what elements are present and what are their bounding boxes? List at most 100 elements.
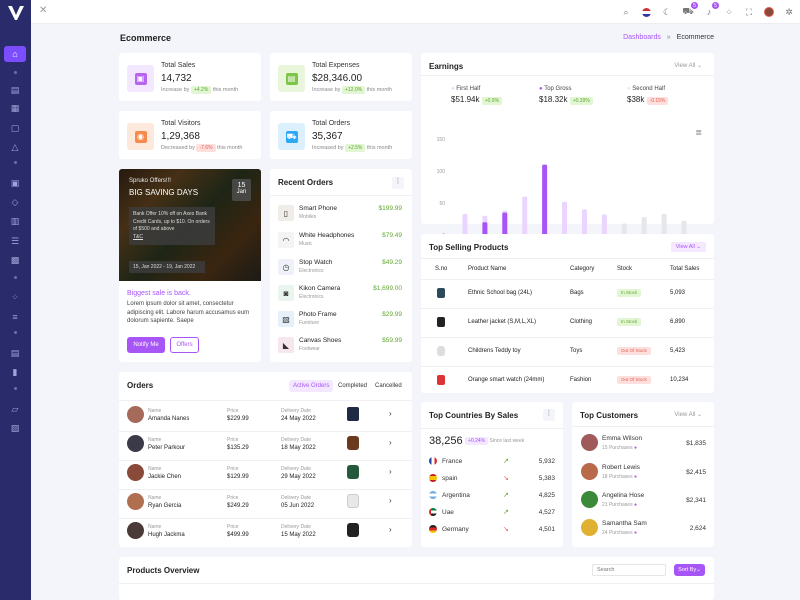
chevron-right-icon[interactable]: › bbox=[389, 438, 392, 447]
offers-button[interactable]: Offers bbox=[170, 337, 199, 353]
stat-sub-suffix: this month bbox=[366, 145, 393, 151]
customer-amount: 2,624 bbox=[689, 525, 706, 532]
col-product-name: Product Name bbox=[468, 266, 507, 272]
breadcrumb-dashboards[interactable]: Dashboards bbox=[623, 34, 661, 41]
sidebar-alert-icon[interactable]: △ bbox=[11, 141, 19, 152]
apps-grid-icon[interactable]: ⁘ bbox=[725, 6, 733, 17]
stat-sub-suffix: this month bbox=[217, 145, 243, 151]
sidebar-file-icon[interactable]: ▤ bbox=[10, 84, 20, 95]
country-row: Argentina ↗ 4,825 bbox=[421, 491, 563, 508]
brand-logo[interactable] bbox=[8, 6, 24, 20]
order-row[interactable]: Name Amanda Nanes Price $229.99 Delivery… bbox=[127, 402, 405, 431]
bag-icon bbox=[437, 288, 445, 298]
customer-row[interactable]: Angelina Hose 21 Purchases ● $2,341 bbox=[572, 489, 714, 515]
customer-row[interactable]: Emma Wilson 15 Purchases ● $1,835 bbox=[572, 432, 714, 458]
name-label: Name bbox=[148, 466, 162, 472]
verified-icon: ● bbox=[633, 474, 637, 480]
sort-by-button[interactable]: Sort By ⌄ bbox=[674, 564, 705, 576]
date-label: Delivery Date bbox=[281, 495, 312, 501]
table-row[interactable]: Orange smart watch (24mm) Fashion Out Of… bbox=[421, 367, 714, 393]
sidebar-map-icon[interactable]: ▱ bbox=[11, 403, 19, 414]
stat-sub-prefix: Increased by bbox=[312, 145, 344, 151]
stock-badge: In Stock bbox=[617, 318, 642, 326]
order-row[interactable]: Name Peter Parkour Price $135.29 Deliver… bbox=[127, 431, 405, 460]
close-menu-icon[interactable]: ✕ bbox=[39, 5, 48, 16]
sidebar-layers-icon[interactable]: ◇ bbox=[11, 196, 19, 207]
tab-active-orders[interactable]: Active Orders bbox=[289, 380, 334, 392]
verified-icon: ● bbox=[633, 530, 637, 536]
sidebar-briefcase-icon[interactable]: ▣ bbox=[10, 177, 20, 188]
promo-offer-box: Bank Offer 10% off on Axes Bank Credit C… bbox=[129, 207, 215, 245]
chevron-right-icon[interactable]: › bbox=[389, 409, 392, 418]
sidebar-item-dashboard[interactable]: ⌂ bbox=[4, 46, 26, 62]
product-category: Toys bbox=[570, 348, 583, 354]
search-icon[interactable]: ⌕ bbox=[623, 6, 629, 17]
sidebar-image-icon[interactable]: ▨ bbox=[10, 422, 20, 433]
cart-icon[interactable]: ⛟ 5 bbox=[682, 2, 698, 18]
order-row[interactable]: Name Ryan Gercia Price $249.29 Delivery … bbox=[127, 489, 405, 518]
sidebar-doc-icon[interactable]: ▦ bbox=[10, 102, 20, 113]
customer-purchases: 15 Purchases ● bbox=[602, 445, 637, 451]
sidebar-divider bbox=[14, 161, 17, 164]
tab-completed[interactable]: Completed bbox=[338, 383, 368, 389]
notify-me-button[interactable]: Notify Me bbox=[127, 337, 165, 353]
customer-name: Robert Lewis bbox=[602, 464, 640, 471]
sidebar-lock-icon[interactable]: ▢ bbox=[10, 122, 20, 133]
recent-order-item[interactable]: ◠ White Headphones Music $79.49 bbox=[278, 230, 402, 254]
sidebar-table-icon[interactable]: ☰ bbox=[10, 235, 20, 246]
cart-icon: ⛟ bbox=[285, 130, 298, 143]
order-row[interactable]: Name Hugh Jackma Price $499.99 Delivery … bbox=[127, 518, 405, 547]
order-name: Hugh Jackma bbox=[148, 532, 185, 538]
customer-row[interactable]: Robert Lewis 18 Purchases ● $2,415 bbox=[572, 461, 714, 487]
chart-menu-icon[interactable]: ≣ bbox=[695, 128, 702, 137]
bell-icon[interactable]: ♪ 5 bbox=[703, 2, 719, 18]
promo-tc-link[interactable]: T&C bbox=[133, 233, 143, 240]
more-options-icon[interactable]: ⋮ bbox=[543, 409, 555, 421]
product-thumb-icon bbox=[347, 436, 359, 450]
more-options-icon[interactable]: ⋮ bbox=[392, 177, 404, 189]
avatar[interactable] bbox=[763, 6, 775, 18]
order-row[interactable]: Name Jackie Chen Price $129.99 Delivery … bbox=[127, 460, 405, 489]
earnings-view-all[interactable]: View All ⌄ bbox=[674, 63, 702, 69]
sidebar-grid-icon[interactable]: ▥ bbox=[10, 215, 20, 226]
headphones-icon: ◠ bbox=[278, 232, 294, 248]
divider bbox=[421, 337, 714, 338]
sidebar-apps-icon[interactable]: ⁘ bbox=[11, 291, 19, 302]
recent-order-item[interactable]: ▯ Smart Phone Mobiles $199.99 bbox=[278, 203, 402, 227]
search-input[interactable] bbox=[592, 564, 666, 576]
customers-view-all[interactable]: View All ⌄ bbox=[674, 412, 702, 418]
flag-france-icon bbox=[429, 457, 437, 465]
sidebar-stack-icon[interactable]: ≡ bbox=[12, 312, 18, 322]
top-selling-view-all[interactable]: View All ⌄ bbox=[670, 242, 706, 252]
country-row: spain ↘ 5,383 bbox=[421, 474, 563, 491]
sidebar-chart-icon[interactable]: ▮ bbox=[12, 366, 18, 377]
flag-us-icon[interactable] bbox=[640, 6, 652, 18]
chevron-right-icon[interactable]: › bbox=[389, 496, 392, 505]
table-row[interactable]: Childrens Teddy toy Toys Out Of Stock 5,… bbox=[421, 338, 714, 366]
customer-row[interactable]: Samantha Sam 24 Purchases ● 2,624 bbox=[572, 517, 714, 543]
settings-gear-icon[interactable]: ✲ bbox=[785, 6, 793, 17]
promo-title: BIG SAVING DAYS bbox=[129, 188, 199, 197]
stat-value: 1,29,368 bbox=[161, 131, 200, 142]
table-row[interactable]: Ethnic School bag (24L) Bags In Stock 5,… bbox=[421, 280, 714, 308]
recent-orders-card: Recent Orders ⋮ ▯ Smart Phone Mobiles $1… bbox=[270, 169, 412, 362]
breadcrumb-current: Ecommerce bbox=[676, 34, 714, 41]
recent-order-item[interactable]: ▧ Photo Frame Furniture $29.99 bbox=[278, 309, 402, 333]
table-row[interactable]: Leather jacket (S,M,L,XL) Clothing In St… bbox=[421, 309, 714, 337]
chevron-right-icon[interactable]: › bbox=[389, 525, 392, 534]
y-tick-label: 150 bbox=[437, 137, 446, 143]
trend-down-icon: ↘ bbox=[503, 475, 509, 482]
tab-cancelled[interactable]: Cancelled bbox=[375, 383, 402, 389]
chevron-right-icon[interactable]: › bbox=[389, 467, 392, 476]
recent-order-item[interactable]: ◙ Kikon Camera Electronics $1,699.00 bbox=[278, 283, 402, 307]
moon-icon[interactable]: ☾ bbox=[662, 6, 672, 17]
sidebar-database-icon[interactable]: ▤ bbox=[10, 347, 20, 358]
col-sno: S.no bbox=[435, 266, 448, 272]
stock-badge: Out Of Stock bbox=[617, 376, 651, 384]
stat-icon-box: ▤ bbox=[278, 65, 305, 92]
recent-order-item[interactable]: ◷ Stop Watch Electronics $49.29 bbox=[278, 257, 402, 281]
fullscreen-icon[interactable]: ⛶ bbox=[745, 6, 753, 17]
sidebar-gift-icon[interactable]: ▩ bbox=[10, 254, 20, 265]
stat-change: +4.2% bbox=[190, 86, 212, 94]
recent-order-item[interactable]: ◣ Canvas Shoes Footwear $59.99 bbox=[278, 335, 402, 359]
